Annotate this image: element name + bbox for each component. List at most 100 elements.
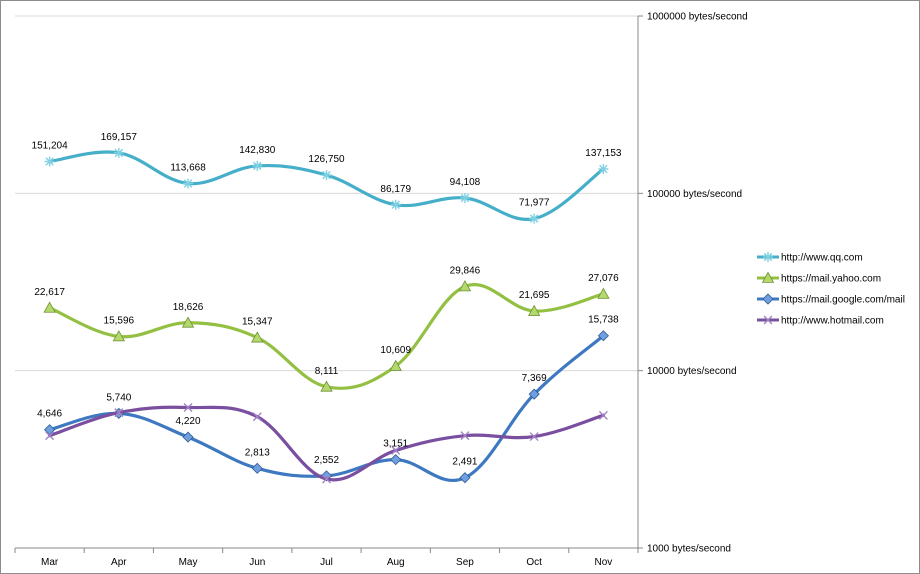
marker-stroke [183, 179, 193, 188]
data-point [321, 170, 332, 181]
legend-item: http://www.qq.com [757, 252, 863, 264]
data-label: 2,491 [452, 457, 477, 468]
x-tick-label: Jun [249, 557, 265, 568]
marker-stroke [763, 252, 773, 262]
y-tick-label: 1000 bytes/second [647, 544, 731, 555]
marker-stroke [253, 161, 262, 171]
data-point [390, 454, 402, 466]
data-point [45, 431, 55, 441]
data-point [527, 304, 541, 316]
data-label: 15,738 [588, 315, 619, 326]
gridlines [15, 15, 638, 372]
data-label: 15,347 [242, 317, 273, 328]
legend-item: http://www.hotmail.com [757, 316, 884, 327]
marker-stroke [322, 474, 331, 484]
data-label: 10,609 [380, 345, 411, 356]
data-point [458, 280, 472, 292]
data-label: 5,740 [106, 392, 131, 403]
marker-stroke [763, 315, 773, 325]
data-label: 113,668 [170, 162, 206, 173]
data-label: 71,977 [519, 198, 550, 209]
data-label: 86,179 [380, 184, 411, 195]
data-point [183, 402, 193, 412]
legend-label: https://mail.yahoo.com [781, 274, 881, 285]
marker-stroke [599, 164, 608, 174]
data-point [391, 445, 401, 455]
data-point [322, 474, 331, 484]
marker-stroke [45, 157, 54, 166]
data-labels: 151,204 169,157 113,668 142,830 126,750 86,17… [32, 132, 622, 468]
legend: http://www.qq.com https://mail.yahoo.com h… [757, 252, 905, 327]
marker-stroke [322, 170, 331, 180]
data-point [597, 330, 609, 342]
data-label: 151,204 [32, 140, 69, 151]
data-label: 4,646 [37, 409, 62, 420]
legend-marker [763, 315, 773, 325]
y-tick-label: 1000000 bytes/second [647, 12, 748, 23]
legend-label: https://mail.google.com/mail [781, 295, 905, 306]
marker-stroke [114, 148, 124, 158]
x-tick-label: Jul [320, 557, 333, 568]
data-point [390, 199, 401, 210]
data-point [183, 178, 194, 189]
data-label: 18,626 [173, 302, 204, 313]
marker-stroke [391, 445, 401, 455]
data-label: 7,369 [522, 373, 547, 384]
data-point [597, 287, 610, 299]
series-line [48, 334, 605, 482]
data-point [113, 147, 124, 158]
data-point [252, 412, 262, 422]
legend-item: https://mail.yahoo.com [757, 271, 881, 285]
legend-item: https://mail.google.com/mail [757, 293, 905, 306]
x-tick-label: Oct [526, 557, 542, 568]
legend-label: http://www.qq.com [781, 253, 863, 264]
marker-stroke [460, 193, 470, 203]
marker-stroke [598, 410, 608, 420]
data-point [112, 330, 126, 342]
data-point [181, 316, 195, 328]
marker-stroke [391, 200, 400, 210]
data-point [598, 164, 609, 175]
series-layer [43, 147, 610, 484]
data-label: 2,813 [245, 447, 270, 458]
x-tick-label: Nov [594, 557, 612, 568]
data-label: 15,596 [104, 315, 135, 326]
marker-stroke [183, 402, 193, 412]
marker-stroke [529, 214, 539, 223]
legend-marker [761, 271, 775, 283]
series-line [48, 405, 605, 482]
data-label: 2,552 [314, 455, 339, 466]
x-tick-label: Mar [41, 557, 59, 568]
x-tick-label: Aug [387, 557, 405, 568]
data-point [43, 301, 56, 313]
legend-label: http://www.hotmail.com [781, 316, 884, 327]
data-label: 137,153 [585, 148, 622, 159]
data-label: 29,846 [450, 265, 481, 276]
x-tick-label: Apr [111, 557, 127, 568]
legend-marker [762, 293, 774, 305]
data-point [251, 331, 264, 343]
marker-stroke [529, 432, 539, 442]
data-label: 142,830 [239, 145, 276, 156]
data-point [320, 380, 333, 392]
y-tick-label: 100000 bytes/second [647, 189, 742, 200]
data-label: 94,108 [450, 177, 481, 188]
data-label: 3,151 [383, 439, 408, 450]
data-label: 27,076 [588, 273, 619, 284]
data-point [182, 431, 194, 443]
x-tick-label: May [179, 557, 198, 568]
data-point [459, 193, 470, 204]
data-point [598, 410, 608, 420]
data-point [44, 156, 55, 167]
x-tick-label: Sep [456, 557, 474, 568]
marker-stroke [114, 408, 124, 418]
data-label: 169,157 [101, 132, 138, 143]
data-label: 126,750 [308, 154, 345, 165]
y-tick-label: 10000 bytes/second [647, 366, 737, 377]
data-label: 22,617 [34, 287, 65, 298]
marker-stroke [460, 431, 470, 441]
legend-marker [763, 252, 773, 262]
data-point [251, 462, 263, 474]
